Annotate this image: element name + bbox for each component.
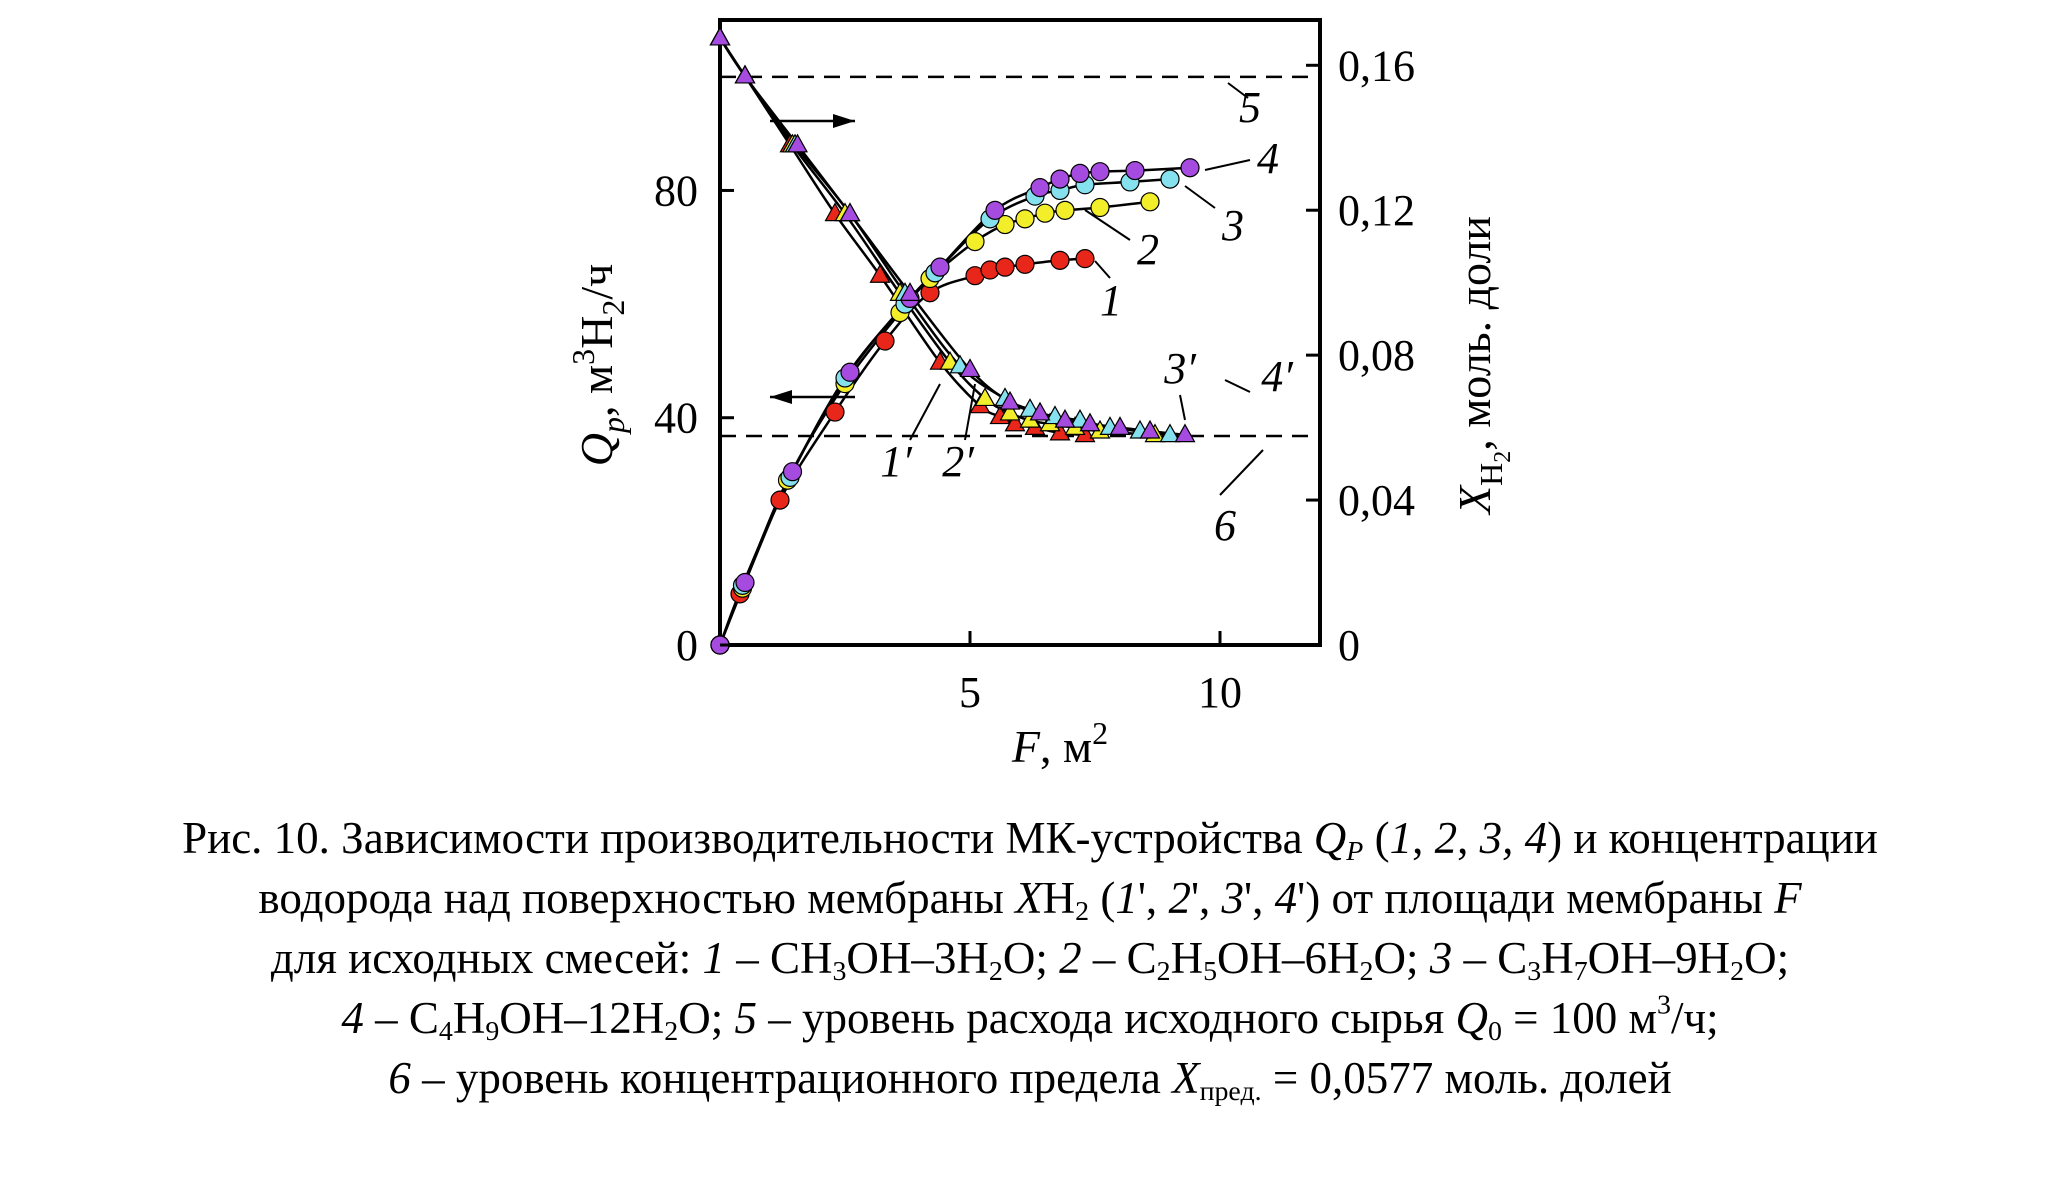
triangle-marker-4' [1139, 419, 1161, 439]
figure-caption: Рис. 10. Зависимости производительности … [0, 808, 2060, 1108]
circle-marker-1 [1015, 254, 1035, 274]
caption-line-2: водорода над поверхностью мембраны XH2 (… [258, 873, 1802, 927]
circle-marker-2 [1055, 200, 1075, 220]
circle-marker-4 [985, 200, 1005, 220]
triangle-marker-4' [1079, 412, 1101, 432]
leader-1 [1094, 260, 1111, 279]
circle-marker-4 [1090, 162, 1110, 182]
y-right-tick-label: 0,12 [1338, 186, 1415, 235]
leader-3p [1179, 394, 1186, 421]
triangle-marker-4' [1174, 423, 1196, 443]
caption-line-1: Рис. 10. Зависимости производительности … [182, 813, 1878, 867]
curve-labels: 12 34 1′ 2′ 3′ 4′ 5 6 [880, 82, 1294, 550]
curve-Q-3 [718, 177, 1171, 646]
curves [718, 37, 1191, 646]
circle-marker-4 [1125, 160, 1145, 181]
label-2p: 2′ [942, 437, 975, 486]
triangle-marker-4' [734, 64, 756, 84]
circle-marker-4 [1030, 178, 1050, 198]
label-6: 6 [1214, 501, 1236, 550]
curve-X-2' [718, 37, 1156, 437]
label-3p: 3′ [1163, 344, 1197, 393]
curve-X-1' [718, 37, 1086, 437]
curve-X-3' [718, 37, 1171, 437]
y-right-tick-label: 0 [1338, 621, 1360, 670]
circle-marker-4 [782, 462, 803, 482]
label-5: 5 [1239, 83, 1261, 132]
arrow-right-axis-head [833, 114, 855, 128]
plot-frame [718, 18, 1322, 647]
triangle-marker-4' [709, 26, 731, 46]
circle-marker-3 [1160, 169, 1180, 189]
leader-2 [1084, 209, 1131, 241]
circle-marker-4 [1070, 163, 1090, 184]
circle-marker-2 [1140, 192, 1160, 212]
label-1: 1 [1100, 276, 1122, 325]
circle-marker-1 [825, 402, 845, 422]
circle-marker-4 [840, 362, 860, 382]
y-right-tick-label: 0,04 [1338, 476, 1415, 525]
circle-marker-2 [1035, 203, 1055, 223]
leader-5 [1227, 82, 1249, 99]
circle-marker-1 [875, 331, 895, 351]
label-1p: 1′ [880, 437, 913, 486]
y-right-tick-label: 0,08 [1338, 331, 1415, 380]
triangle-marker-1' [1004, 412, 1026, 432]
y-left-tick-label: 0 [676, 621, 698, 670]
triangle-marker-4' [1109, 416, 1131, 436]
circle-marker-1 [1075, 249, 1095, 269]
plot-border [718, 18, 1322, 647]
circle-marker-2 [965, 231, 985, 252]
y-right-axis-label: XH2, моль. доли [1449, 216, 1516, 516]
triangle-marker-3' [1159, 423, 1181, 443]
y-left-tick-label: 40 [654, 394, 698, 443]
circle-marker-2 [1090, 197, 1110, 218]
x-tick-label: 5 [959, 668, 981, 717]
circle-marker-4 [1180, 158, 1200, 178]
leader-1p [909, 383, 941, 441]
y-left-axis-label: Qp, м3H2/ч [565, 264, 631, 467]
label-4p: 4′ [1261, 352, 1294, 401]
triangle-marker-1' [869, 264, 891, 283]
arrow-left-axis-head [770, 390, 792, 404]
triangle-marker-4' [899, 282, 921, 301]
caption-line-5: 6 – уровень концентрационного предела Xп… [388, 1053, 1672, 1107]
label-3: 3 [1221, 201, 1244, 250]
label-4: 4 [1257, 134, 1279, 183]
circle-marker-4 [930, 257, 950, 277]
triangle-marker-4' [1029, 401, 1051, 421]
triangle-marker-4' [786, 133, 809, 153]
caption-line-4: 4 – C4H9OH–12H2O; 5 – уровень расхода ис… [341, 989, 1719, 1047]
leader-3 [1184, 185, 1216, 209]
triangle-marker-4' [999, 390, 1021, 410]
circle-marker-1 [1050, 250, 1070, 270]
chart-area: 5 10 0 40 80 0 0,04 0,08 0,12 0,16 12 34 1′ 2′ 3′ 4′ 5 6… [565, 18, 1516, 772]
triangle-marker-4' [959, 358, 981, 378]
circle-marker-4 [1050, 169, 1070, 189]
triangle-marker-2' [974, 387, 996, 407]
axis-ticks: 5 10 0 40 80 0 0,04 0,08 0,12 0,16 [654, 41, 1415, 717]
leader-4p [1224, 379, 1251, 393]
triangle-marker-4' [1054, 408, 1076, 428]
y-left-tick-label: 80 [654, 166, 698, 215]
direction-arrows [770, 114, 855, 404]
x-axis-label: F, м2 [1011, 715, 1108, 772]
caption-line-3: для исходных смесей: 1 – CH3OH–3H2O; 2 –… [270, 933, 1790, 987]
leader-6 [1219, 449, 1264, 496]
triangle-marker-4' [839, 202, 861, 222]
triangle-marker-2' [999, 401, 1021, 421]
circle-marker-2 [1015, 209, 1035, 229]
circle-marker-1 [770, 490, 790, 510]
markers [709, 26, 1200, 655]
y-right-tick-label: 0,16 [1338, 41, 1415, 90]
label-2: 2 [1137, 225, 1159, 274]
leader-4 [1204, 159, 1251, 171]
circle-marker-1 [995, 257, 1015, 277]
circle-marker-4 [735, 572, 755, 593]
curve-Q-4 [718, 166, 1191, 646]
leader-2p [964, 383, 976, 441]
reference-lines [720, 75, 1320, 438]
curve-X-4' [718, 37, 1186, 437]
x-tick-label: 10 [1198, 668, 1242, 717]
